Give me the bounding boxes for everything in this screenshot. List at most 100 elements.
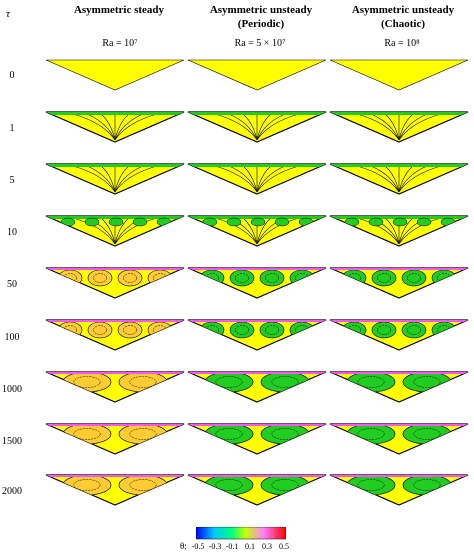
- convection-cell: [289, 321, 315, 339]
- triangle-domain: [45, 59, 185, 91]
- column-title-line: Asymmetric steady: [73, 4, 165, 16]
- cell-streamline: [63, 325, 77, 335]
- cell-streamline: [347, 273, 361, 283]
- warm-boundary-layer: [330, 372, 468, 374]
- tau-label: 100: [4, 332, 20, 343]
- cell-streamline: [357, 479, 385, 491]
- triangle-domain: [187, 59, 327, 91]
- warm-boundary-layer: [188, 372, 326, 374]
- flow-structures: [46, 216, 184, 245]
- flow-structures: [46, 164, 184, 193]
- flow-panel: [187, 474, 327, 506]
- flow-panel: [329, 474, 469, 506]
- streamline: [86, 165, 116, 193]
- cell-streamline: [205, 273, 219, 283]
- flow-structures: [46, 112, 184, 141]
- convection-cell: [259, 321, 285, 339]
- cell-streamline: [235, 325, 249, 335]
- flow-panel: [329, 59, 469, 91]
- convection-cell: [147, 321, 173, 339]
- convection-cell: [229, 321, 255, 339]
- ra-label-chaotic: Ra = 10⁸: [384, 38, 420, 49]
- streamline: [114, 165, 144, 193]
- convection-cell: [62, 372, 112, 393]
- flow-panel: [45, 267, 185, 299]
- cell-streamline: [129, 428, 157, 440]
- convection-cell: [118, 372, 168, 393]
- column-title-line: (Chaotic): [381, 18, 425, 30]
- streamline: [256, 113, 300, 141]
- thermal-cell: [226, 217, 242, 227]
- convection-cell: [402, 372, 452, 393]
- cell-streamline: [357, 428, 385, 440]
- convection-cell: [260, 424, 310, 445]
- tau-label: 50: [7, 279, 17, 290]
- streamline: [384, 217, 400, 245]
- streamline: [72, 113, 116, 141]
- streamline: [384, 165, 400, 193]
- streamline: [214, 113, 258, 141]
- flow-structures: [330, 164, 468, 193]
- streamline: [398, 165, 442, 193]
- thermal-cell: [250, 217, 266, 227]
- cell-streamline: [93, 325, 107, 335]
- streamline: [228, 113, 258, 141]
- thermal-cell: [84, 217, 100, 227]
- convection-cell: [346, 475, 396, 496]
- thermal-cell: [108, 217, 124, 227]
- thermal-cell: [132, 217, 148, 227]
- streamline: [256, 113, 272, 141]
- colorbar-tick: -0.1: [225, 542, 239, 551]
- tau-label: 1000: [2, 384, 22, 395]
- warm-boundary-layer: [330, 320, 468, 322]
- convection-cell: [289, 269, 315, 287]
- flow-panel: [45, 371, 185, 403]
- streamline: [214, 217, 258, 245]
- tau-label: 1: [9, 123, 15, 134]
- cell-streamline: [377, 325, 391, 335]
- flow-panel: [187, 319, 327, 351]
- cell-streamline: [73, 376, 101, 388]
- cell-streamline: [413, 479, 441, 491]
- cell-streamline: [123, 273, 137, 283]
- flow-panel: [329, 423, 469, 455]
- flow-panel: [45, 111, 185, 143]
- streamline: [100, 113, 116, 141]
- flow-panel: [187, 163, 327, 195]
- flow-panel: [329, 371, 469, 403]
- cold-boundary-layer: [46, 164, 184, 167]
- convection-cell: [117, 269, 143, 287]
- convection-cell: [341, 321, 367, 339]
- cold-boundary-layer: [46, 216, 184, 219]
- cell-streamline: [271, 479, 299, 491]
- convection-cell: [204, 475, 254, 496]
- ra-label-steady: Ra = 10⁷: [102, 38, 138, 49]
- warm-boundary-layer: [330, 475, 468, 477]
- cold-boundary-layer: [188, 112, 326, 115]
- streamline: [114, 217, 130, 245]
- streamline: [256, 165, 286, 193]
- convection-cell: [401, 269, 427, 287]
- streamline: [398, 165, 414, 193]
- streamline: [356, 217, 400, 245]
- flow-panel: [187, 215, 327, 247]
- cold-boundary-layer: [46, 112, 184, 115]
- cell-streamline: [129, 479, 157, 491]
- tau-axis-title: τ: [6, 8, 10, 20]
- colorbar-tick: -0.5: [191, 542, 205, 551]
- convection-cell: [402, 475, 452, 496]
- streamline: [228, 165, 258, 193]
- convection-cell: [118, 424, 168, 445]
- convection-cell: [62, 475, 112, 496]
- cell-streamline: [63, 273, 77, 283]
- streamline: [242, 217, 258, 245]
- flow-panel: [187, 371, 327, 403]
- convection-cell: [346, 424, 396, 445]
- flow-panel: [187, 423, 327, 455]
- flow-panel: [45, 163, 185, 195]
- flow-panel: [45, 59, 185, 91]
- cell-streamline: [347, 325, 361, 335]
- flow-structures: [330, 112, 468, 141]
- streamline: [356, 113, 400, 141]
- triangle-domain: [329, 59, 469, 91]
